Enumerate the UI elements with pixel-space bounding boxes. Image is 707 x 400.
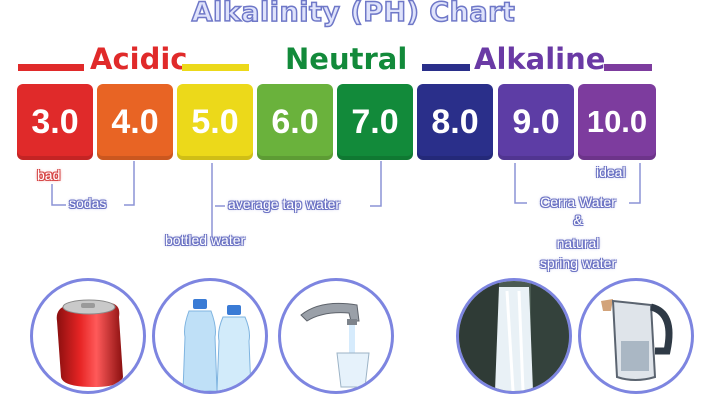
label-ideal: ideal	[596, 164, 626, 180]
chart-title: Alkalinity (PH) Chart	[191, 0, 516, 29]
label-cerra-water: Cerra Water	[540, 194, 616, 210]
sodas-connector-right	[124, 161, 135, 206]
ph-box-9: 9.0	[498, 84, 574, 160]
cerra-connector-right	[629, 163, 641, 204]
ph-box-4: 4.0	[97, 84, 173, 160]
label-sodas: sodas	[69, 195, 107, 211]
label-spring-water: spring water	[539, 255, 617, 271]
ph-box-8: 8.0	[417, 84, 493, 160]
soda-can-image	[30, 278, 146, 394]
water-bottles-image	[152, 278, 268, 394]
ph-box-10: 10.0	[578, 84, 656, 160]
label-average-tap-water: average tap water	[228, 196, 341, 212]
yellow-band	[182, 64, 249, 71]
faucet-glass-image	[278, 278, 394, 394]
alkaline-band-left	[422, 64, 470, 71]
ph-box-5: 5.0	[177, 84, 253, 160]
alkaline-band-right	[604, 64, 652, 71]
tap-water-connector-right	[370, 161, 382, 207]
waterfall-image	[456, 278, 572, 394]
neutral-heading: Neutral	[285, 42, 408, 76]
acidic-band-left	[18, 64, 84, 71]
sodas-connector-left	[51, 184, 66, 206]
label-bad: bad	[37, 167, 61, 183]
pitcher-image	[578, 278, 694, 394]
ph-box-6: 6.0	[257, 84, 333, 160]
cerra-connector-left	[514, 163, 527, 204]
acidic-heading: Acidic	[90, 42, 188, 76]
label-natural: natural	[556, 235, 600, 251]
ph-box-7: 7.0	[337, 84, 413, 160]
label-ampersand: &	[573, 212, 583, 228]
label-bottled-water: bottled water	[165, 232, 246, 248]
alkaline-heading: Alkaline	[474, 42, 606, 76]
ph-box-3: 3.0	[17, 84, 93, 160]
